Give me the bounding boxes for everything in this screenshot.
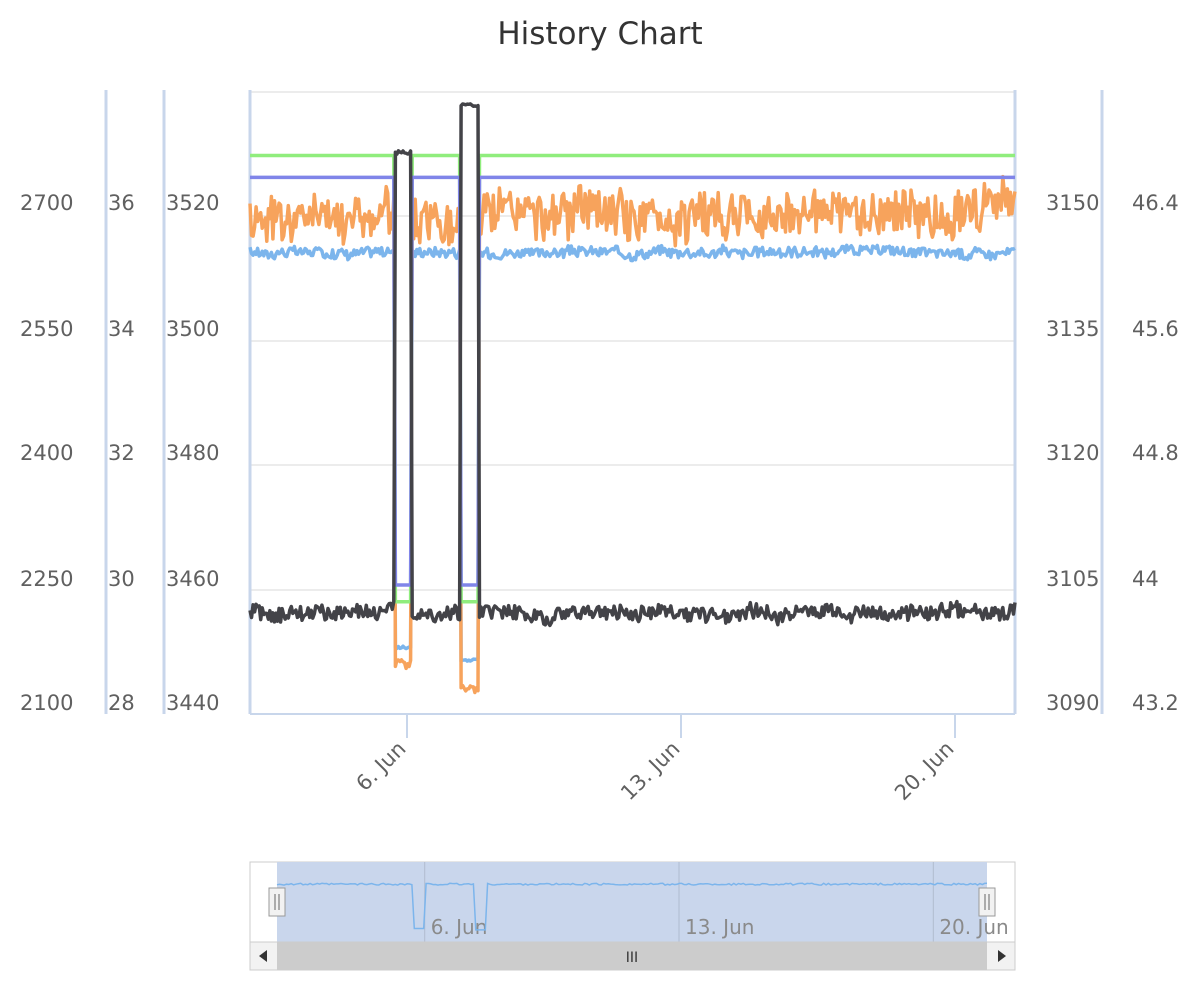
x-tick-label: 6. Jun	[351, 737, 410, 796]
navigator-series	[276, 882, 988, 931]
handle-body[interactable]	[978, 887, 996, 917]
navigator-selection[interactable]	[277, 862, 987, 942]
y-tick-label: 3460	[166, 567, 219, 591]
scrollbar-thumb[interactable]	[277, 942, 987, 970]
y-tick-label: 2700	[20, 191, 73, 215]
y-tick-label: 3090	[1046, 691, 1099, 715]
chart-title: History Chart	[497, 16, 702, 52]
scrollbar-grip: III	[626, 950, 638, 966]
y-tick-label: 34	[108, 317, 135, 341]
y-tick-label: 45.6	[1132, 317, 1179, 341]
scroll-right-arrow-icon[interactable]	[998, 950, 1006, 962]
y-tick-label: 43.2	[1132, 691, 1179, 715]
series-line-0	[248, 243, 1016, 663]
x-axis: 6. Jun 13. Jun 20. Jun	[250, 713, 1015, 806]
y-tick-label: 32	[108, 441, 135, 465]
x-tick-label: 20. Jun	[890, 737, 959, 806]
y-tick-label: 36	[108, 191, 135, 215]
series-layer	[248, 102, 1017, 695]
navigator-handle-left[interactable]	[268, 887, 286, 917]
series-line-4	[248, 102, 1017, 628]
y-tick-label: 3150	[1046, 191, 1099, 215]
y-tick-label: 30	[108, 567, 135, 591]
series-line-1	[248, 174, 1017, 695]
y-tick-label: 3520	[166, 191, 219, 215]
navigator-tick-label: 20. Jun	[939, 915, 1008, 939]
y-tick-label: 3500	[166, 317, 219, 341]
scroll-left-arrow-icon[interactable]	[259, 950, 267, 962]
y-tick-label: 2550	[20, 317, 73, 341]
y-tick-label: 46.4	[1132, 191, 1179, 215]
y-tick-label: 3135	[1046, 317, 1099, 341]
x-tick-label: 13. Jun	[616, 737, 685, 806]
y-tick-label: 2100	[20, 691, 73, 715]
y-tick-label: 3120	[1046, 441, 1099, 465]
navigator[interactable]: 6. Jun 13. Jun 20. Jun III	[249, 861, 1016, 971]
y-tick-label: 2400	[20, 441, 73, 465]
axis-layer: 2100 2250 2400 2550 2700 28 30 32 34 36 3440 3460 34…	[20, 90, 1179, 715]
y-tick-label: 44.8	[1132, 441, 1179, 465]
y-tick-label: 3440	[166, 691, 219, 715]
y-tick-label: 3480	[166, 441, 219, 465]
y-tick-label: 3105	[1046, 567, 1099, 591]
series-line-2	[249, 153, 1016, 604]
navigator-tick-label: 6. Jun	[431, 915, 488, 939]
navigator-tick-label: 13. Jun	[685, 915, 754, 939]
handle-body[interactable]	[268, 887, 286, 917]
y-tick-label: 2250	[20, 567, 73, 591]
navigator-handle-right[interactable]	[978, 887, 996, 917]
y-tick-label: 28	[108, 691, 135, 715]
series-line-3	[249, 175, 1016, 587]
y-tick-label: 44	[1132, 567, 1159, 591]
